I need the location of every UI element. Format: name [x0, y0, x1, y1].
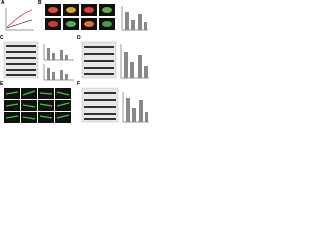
- panel-letter: F: [77, 81, 80, 87]
- panel-f-blot: [81, 87, 149, 123]
- panel-letter: D: [77, 35, 81, 41]
- panel-letter: B: [38, 0, 42, 6]
- panel-letter: C: [0, 35, 4, 41]
- panel-letter: A: [1, 0, 5, 6]
- panel-d-blot: [81, 41, 149, 79]
- figure: A B C D E F: [0, 0, 149, 123]
- panel-letter: E: [0, 81, 4, 87]
- panel-e-images: [4, 88, 71, 123]
- panel-a-chart: [5, 8, 34, 31]
- panel-c-blot: [3, 41, 74, 81]
- panel-b-images: [45, 4, 148, 31]
